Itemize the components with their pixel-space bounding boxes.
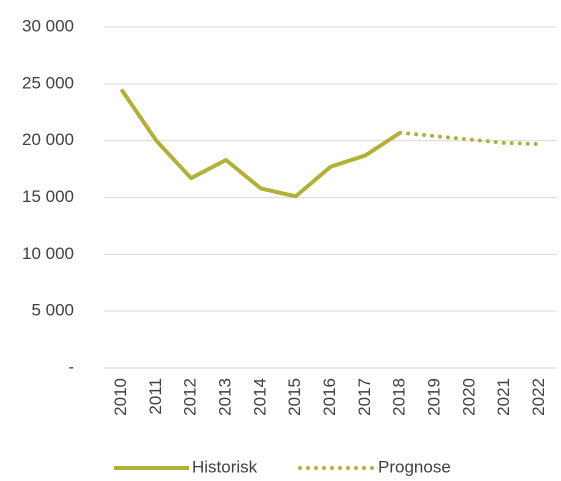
y-tick-label: 10 000 [22, 244, 74, 263]
x-tick-label: 2016 [320, 378, 339, 416]
series-line [119, 88, 402, 199]
x-tick-label: 2017 [355, 378, 374, 416]
legend-label: Prognose [378, 457, 451, 476]
x-tick-label: 2014 [250, 378, 269, 416]
x-tick-label: 2011 [146, 378, 165, 415]
y-tick-label: - [68, 357, 74, 376]
legend-label: Historisk [192, 457, 258, 476]
x-tick-label: 2018 [390, 378, 409, 416]
y-tick-label: 20 000 [22, 130, 74, 149]
series-line [398, 130, 542, 147]
x-tick-label: 2021 [494, 378, 513, 416]
x-tick-label: 2012 [181, 378, 200, 416]
x-tick-label: 2019 [425, 378, 444, 416]
x-tick-label: 2013 [215, 378, 234, 416]
x-tick-label: 2022 [529, 378, 548, 416]
x-tick-label: 2015 [285, 378, 304, 416]
y-tick-label: 25 000 [22, 73, 74, 92]
y-tick-label: 5 000 [31, 301, 74, 320]
x-tick-label: 2020 [459, 378, 478, 416]
x-tick-label: 2010 [111, 378, 130, 416]
y-tick-label: 30 000 [22, 16, 74, 35]
y-tick-label: 15 000 [22, 187, 74, 206]
